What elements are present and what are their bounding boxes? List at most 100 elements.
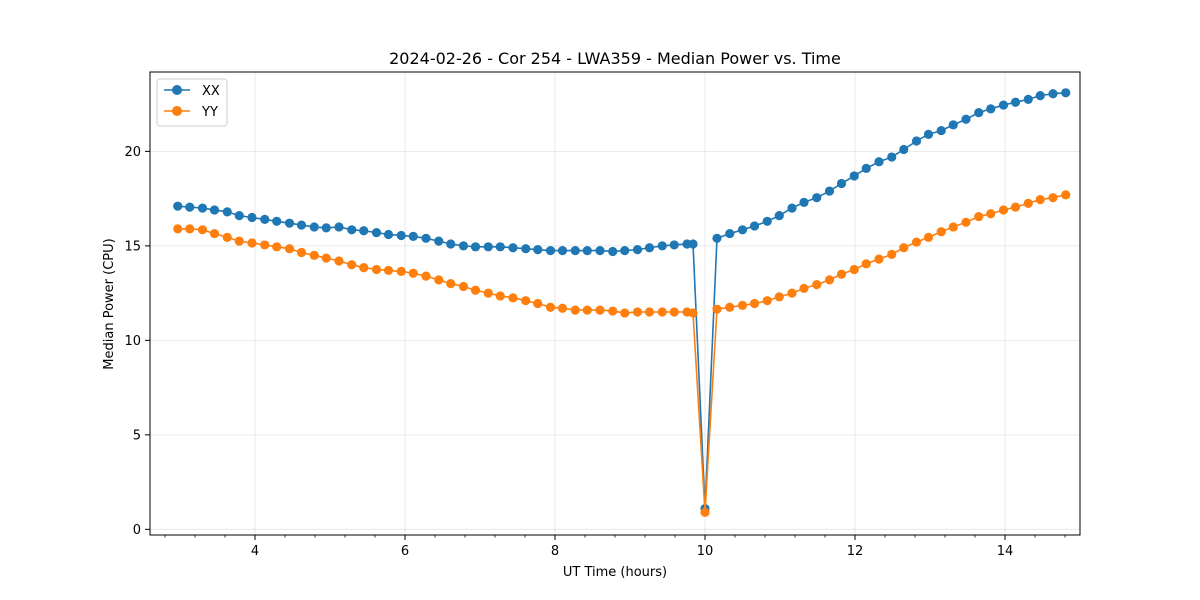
data-point-yy (434, 275, 444, 285)
data-point-xx (434, 236, 444, 246)
data-point-yy (1023, 198, 1033, 208)
y-tick-label: 20 (124, 145, 141, 160)
data-point-yy (974, 211, 984, 222)
data-point-xx (1035, 91, 1045, 101)
data-point-yy (1035, 194, 1045, 205)
data-point-yy (936, 227, 946, 237)
data-point-xx (582, 245, 592, 256)
data-point-yy (495, 291, 505, 301)
data-point-yy (347, 260, 357, 270)
legend-label-xx: XX (202, 84, 220, 99)
data-point-xx (483, 242, 493, 252)
data-point-xx (725, 228, 735, 239)
data-point-yy (582, 305, 592, 315)
data-point-xx (209, 205, 220, 215)
data-point-xx (533, 245, 543, 255)
data-point-xx (570, 245, 580, 256)
data-point-xx (1048, 89, 1058, 99)
data-point-xx (408, 231, 418, 242)
grid (150, 72, 1080, 535)
data-point-yy (948, 222, 958, 232)
legend: XX YY (156, 78, 228, 127)
data-point-xx (887, 152, 897, 162)
data-point-xx (749, 221, 760, 231)
data-point-xx (197, 203, 208, 213)
data-point-yy (737, 300, 748, 310)
data-point-xx (396, 230, 406, 241)
axis-ticks: 4 6 8 10 12 14 0 5 10 15 20 (124, 145, 1066, 559)
data-point-yy (608, 306, 618, 316)
data-point-yy (483, 288, 493, 298)
data-point-xx (371, 228, 382, 238)
data-point-yy (774, 292, 784, 302)
data-point-yy (545, 302, 556, 312)
data-point-yy (1048, 193, 1058, 203)
data-point-yy (632, 307, 643, 317)
data-point-yy (334, 256, 344, 266)
data-point-yy (998, 205, 1009, 215)
data-point-yy (458, 281, 469, 292)
data-point-xx (899, 144, 909, 155)
data-point-yy (1061, 190, 1071, 200)
data-point-yy (700, 507, 710, 517)
data-point-yy (849, 264, 859, 275)
data-point-yy (874, 254, 884, 264)
data-point-xx (247, 212, 257, 223)
y-tick-label: 10 (124, 334, 141, 349)
data-point-xx (644, 243, 655, 253)
data-point-xx (284, 218, 295, 228)
data-point-yy (396, 266, 406, 276)
data-point-xx (446, 239, 456, 249)
data-point-xx (359, 226, 369, 236)
data-point-yy (234, 236, 244, 246)
data-point-yy (321, 253, 331, 263)
data-point-xx (309, 222, 319, 232)
data-point-xx (272, 216, 282, 226)
x-tick-label: 4 (251, 544, 259, 559)
data-point-yy (185, 224, 195, 234)
data-point-xx (421, 233, 431, 243)
x-tick-label: 6 (401, 544, 409, 559)
data-point-yy (359, 262, 369, 273)
data-point-xx (836, 178, 847, 189)
x-tick-label: 8 (551, 544, 559, 559)
data-point-xx (334, 222, 344, 232)
data-point-yy (521, 296, 531, 306)
legend-marker-xx (172, 85, 182, 95)
data-point-xx (595, 245, 605, 256)
data-point-xx (1023, 94, 1033, 104)
data-point-xx (911, 136, 922, 146)
data-point-yy (986, 209, 996, 219)
data-point-xx (608, 246, 618, 257)
data-point-yy (508, 293, 518, 303)
data-point-xx (737, 225, 748, 235)
data-point-yy (247, 238, 257, 248)
x-tick-label: 12 (847, 544, 864, 559)
data-point-xx (620, 245, 630, 256)
data-point-yy (557, 303, 568, 313)
data-point-yy (824, 275, 835, 285)
data-point-xx (948, 120, 958, 130)
data-point-xx (495, 242, 505, 252)
data-point-yy (421, 271, 431, 281)
data-point-yy (961, 217, 971, 227)
data-point-yy (911, 237, 922, 247)
data-point-xx (470, 242, 481, 252)
legend-marker-yy (172, 106, 182, 116)
data-point-xx (812, 193, 822, 203)
data-point-yy (861, 259, 871, 269)
series-yy (173, 190, 1071, 517)
data-point-yy (657, 307, 667, 317)
data-point-yy (644, 307, 655, 317)
data-point-xx (234, 211, 244, 221)
data-point-yy (260, 240, 270, 250)
data-point-xx (998, 100, 1009, 110)
x-tick-label: 14 (997, 544, 1014, 559)
data-point-yy (222, 232, 232, 242)
data-point-yy (923, 232, 934, 242)
data-point-xx (1010, 97, 1021, 107)
data-point-xx (986, 104, 996, 114)
data-point-xx (824, 186, 835, 196)
data-point-yy (669, 307, 679, 317)
data-point-yy (173, 224, 183, 234)
